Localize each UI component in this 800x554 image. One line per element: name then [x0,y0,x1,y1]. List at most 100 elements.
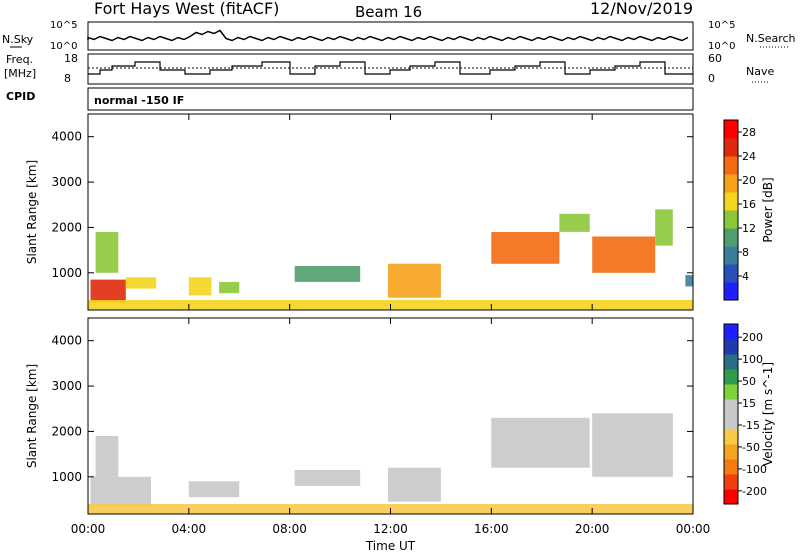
nsky-panel [87,21,694,51]
colorbar-segment [724,369,738,385]
colorbar-segment [724,384,738,400]
colorbar-segment [724,120,738,139]
y-tick-label: 4000 [51,334,82,348]
colorbar-segment [724,414,738,430]
colorbar-tick-label: 20 [742,174,756,187]
colorbar-segment [724,474,738,490]
data-region-5 [491,417,590,468]
x-tick-label: 20:00 [575,522,610,536]
nsearch-label: N.Search [746,32,796,45]
nsky-label: N.Sky [2,33,34,46]
data-region-1 [95,436,119,477]
y-tick-label: 2000 [51,220,82,234]
y-axis-label: Slant Range [km] [25,160,39,264]
data-region-9 [592,236,656,273]
nsearch-tick-low: 10^0 [708,41,735,52]
y-tick-label: 3000 [51,379,82,393]
cpid-panel [87,87,694,111]
x-axis-label: Time UT [365,539,416,553]
freq-trace [88,61,693,75]
nsky-tick-low: 10^0 [50,41,77,52]
colorbar-frame [723,323,739,505]
data-region-2 [188,481,240,498]
date-title: 12/Nov/2019 [590,0,693,18]
nsky-trace [87,29,689,42]
colorbar-segment [724,282,738,301]
data-region-3 [294,470,361,486]
colorbar-segment [724,192,738,211]
x-tick-label: 04:00 [172,522,207,536]
colorbar-segment [724,399,738,415]
nave-label: Nave [746,65,774,78]
colorbar-segment [724,429,738,445]
colorbar-segment [724,228,738,247]
y-tick-label: 4000 [51,130,82,144]
data-region-3 [188,277,212,296]
colorbar-tick-label: 100 [742,353,763,366]
power-panel: 1000 2000 3000 4000 Slant Range [km] 4 8 12 16 20… [25,113,775,311]
colorbar-tick-label: 12 [742,222,756,235]
data-region-6 [388,263,441,298]
colorbar-tick-label: 24 [742,150,756,163]
cpid-label: CPID [6,90,35,103]
nave-tick-high: 60 [708,52,722,65]
x-tick-label: 12:00 [373,522,408,536]
colorbar-segment [724,264,738,283]
freq-unit-label: [MHz] [4,67,36,80]
freq-tick-high: 18 [64,52,78,65]
x-tick-label: 08:00 [272,522,307,536]
data-region-8 [559,213,590,232]
freq-tick-low: 8 [64,72,71,85]
data-region-7 [491,232,560,264]
y-tick-label: 1000 [51,266,82,280]
y-tick-label: 3000 [51,175,82,189]
colorbar-segment [724,246,738,265]
data-region-1 [95,232,119,273]
colorbar-tick-label: 15 [742,397,756,410]
y-axis-label: Slant Range [km] [25,364,39,468]
colorbar-segment [724,138,738,157]
colorbar-segment [724,156,738,175]
beam-title: Beam 16 [355,3,422,21]
y-tick-label: 2000 [51,424,82,438]
freq-panel [87,53,694,85]
data-region-6 [592,413,673,477]
colorbar-tick-label: -200 [742,485,767,498]
colorbar-tick-label: 200 [742,331,763,344]
nsearch-tick-high: 10^5 [708,20,735,31]
y-tick-label: 1000 [51,470,82,484]
x-tick-label: 00:00 [71,522,106,536]
data-region-5 [294,266,361,282]
colorbar-segment [724,444,738,460]
colorbar-tick-label: -15 [742,419,760,432]
colorbar-segment [724,489,738,505]
colorbar-segment [724,459,738,475]
velocity-panel: 1000 2000 3000 4000 Slant Range [km] 200 100 50… [25,317,775,553]
colorbar-label: Power [dB] [761,177,775,242]
colorbar-tick-label: 28 [742,126,756,139]
colorbar-frame [723,119,739,301]
colorbar-segment [724,210,738,229]
colorbar-tick-label: -50 [742,441,760,454]
data-region-0 [90,476,151,507]
colorbar-segment [724,324,738,340]
data-region-10 [655,209,673,246]
colorbar-tick-label: -100 [742,463,767,476]
nsky-tick-high: 10^5 [50,20,77,31]
data-region-4 [388,467,441,502]
cpid-text: normal -150 IF [94,94,184,107]
colorbar-tick-label: 50 [742,375,756,388]
colorbar-segment [724,174,738,193]
data-region-4 [219,281,240,294]
x-tick-label: 00:00 [676,522,711,536]
data-region-0 [90,279,126,303]
x-tick-label: 16:00 [474,522,509,536]
colorbar-tick-label: 8 [742,246,749,259]
status-traces [87,29,693,75]
colorbar-segment [724,354,738,370]
station-title: Fort Hays West (fitACF) [94,0,279,18]
colorbar-tick-label: 16 [742,198,756,211]
data-region-11 [685,275,693,287]
nave-tick-low: 0 [708,72,715,85]
